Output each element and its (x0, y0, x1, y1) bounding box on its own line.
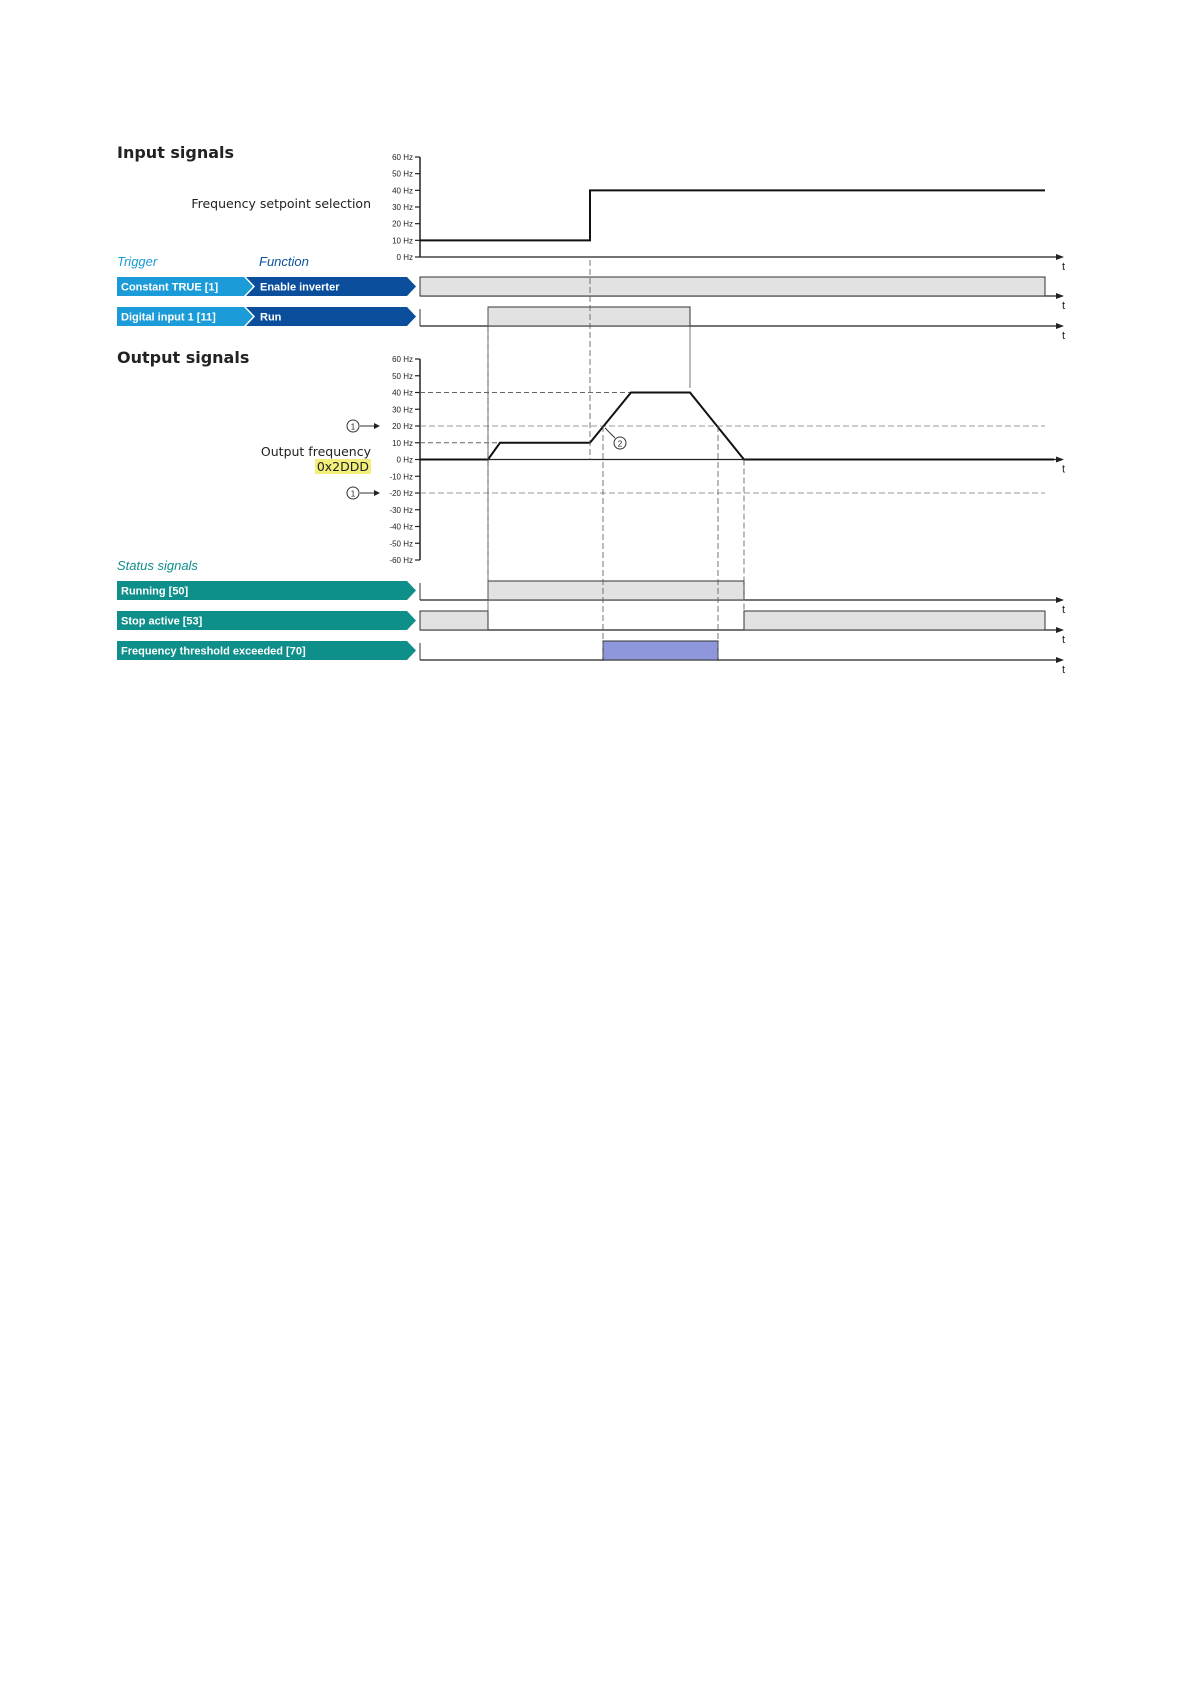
tick-label: -50 Hz (389, 539, 413, 548)
tick-label: -30 Hz (389, 506, 413, 515)
signal-rows: Constant TRUE [1] Enable inverter t Digital… (117, 276, 1065, 676)
time-label: t (1062, 300, 1065, 312)
function-1-label: Enable inverter (260, 282, 340, 294)
marker-1-label: 1 (351, 423, 356, 432)
trigger-2-label: Digital input 1 [11] (121, 312, 216, 324)
status-2-label: Stop active [53] (121, 616, 203, 628)
input-signals-title: Input signals (117, 143, 234, 162)
function-1 (246, 277, 416, 296)
status-1 (117, 581, 416, 600)
output-signals-title: Output signals (117, 348, 249, 367)
tick-label: -20 Hz (389, 489, 413, 498)
tick-label: 20 Hz (392, 220, 413, 229)
param-highlight (315, 459, 371, 474)
time-arrow-icon (1056, 597, 1064, 603)
arrow-icon (374, 490, 380, 496)
function-2-label: Run (260, 312, 282, 324)
marker-1-label: 1 (351, 490, 356, 499)
time-label: t (1062, 464, 1065, 476)
time-arrow-icon (1056, 657, 1064, 663)
time-label: t (1062, 261, 1065, 273)
tick-label: 60 Hz (392, 355, 413, 364)
tick-label: 10 Hz (392, 236, 413, 245)
status-3-label: Frequency threshold exceeded [70] (121, 646, 306, 658)
time-arrow-icon (1056, 456, 1064, 463)
arrow-icon (374, 423, 380, 429)
marker-2-label: 2 (618, 440, 623, 449)
tick-label: -10 Hz (389, 472, 413, 481)
tick-label: -60 Hz (389, 556, 413, 565)
tick-label: -40 Hz (389, 523, 413, 532)
marker-1-icon (346, 419, 360, 433)
time-arrow-icon (1056, 323, 1064, 329)
output-frequency-trace (420, 391, 1054, 461)
status-2 (117, 611, 416, 630)
input-axis: 60 Hz 50 Hz 40 Hz 30 Hz 20 Hz 10 Hz 0 Hz t (392, 153, 1065, 273)
tick-label: 40 Hz (392, 389, 413, 398)
trigger-1-label: Constant TRUE [1] (121, 282, 219, 294)
tick-label: 30 Hz (392, 203, 413, 212)
time-label: t (1062, 664, 1065, 676)
status-3 (117, 641, 416, 660)
time-label: t (1062, 604, 1065, 616)
time-label: t (1062, 330, 1065, 342)
time-label: t (1062, 634, 1065, 646)
trigger-header: Trigger (117, 254, 158, 269)
function-2 (246, 307, 416, 326)
tick-label: 10 Hz (392, 439, 413, 448)
stop-active-signal (743, 610, 1046, 631)
enable-inverter-signal (419, 276, 1046, 297)
run-signal (487, 306, 691, 327)
tick-label: 50 Hz (392, 372, 413, 381)
marker-2-leader (604, 427, 616, 439)
tick-label: 50 Hz (392, 170, 413, 179)
tick-label: 20 Hz (392, 422, 413, 431)
stop-active-signal (419, 610, 489, 631)
time-arrow-icon (1056, 254, 1064, 260)
tick-label: 0 Hz (397, 456, 413, 465)
tick-label: 0 Hz (397, 253, 413, 262)
tick-label: 40 Hz (392, 186, 413, 195)
time-arrow-icon (1056, 293, 1064, 299)
setpoint-trace (420, 189, 1045, 242)
trigger-2 (117, 307, 253, 326)
frequency-threshold-signal (602, 640, 719, 661)
setpoint-label: Frequency setpoint selection (191, 196, 371, 211)
output-frequency-label: Output frequency (261, 444, 372, 459)
trigger-1 (117, 277, 253, 296)
time-arrow-icon (1056, 627, 1064, 633)
function-header: Function (259, 254, 309, 269)
tick-label: 30 Hz (392, 405, 413, 414)
marker-1-icon (346, 486, 360, 500)
signal-traces (420, 189, 1054, 661)
status-header: Status signals (117, 558, 198, 573)
marker-2-icon (613, 436, 627, 450)
tick-label: 60 Hz (392, 153, 413, 162)
status-1-label: Running [50] (121, 586, 189, 598)
output-frequency-param: 0x2DDD (317, 459, 369, 474)
running-signal (487, 580, 745, 601)
